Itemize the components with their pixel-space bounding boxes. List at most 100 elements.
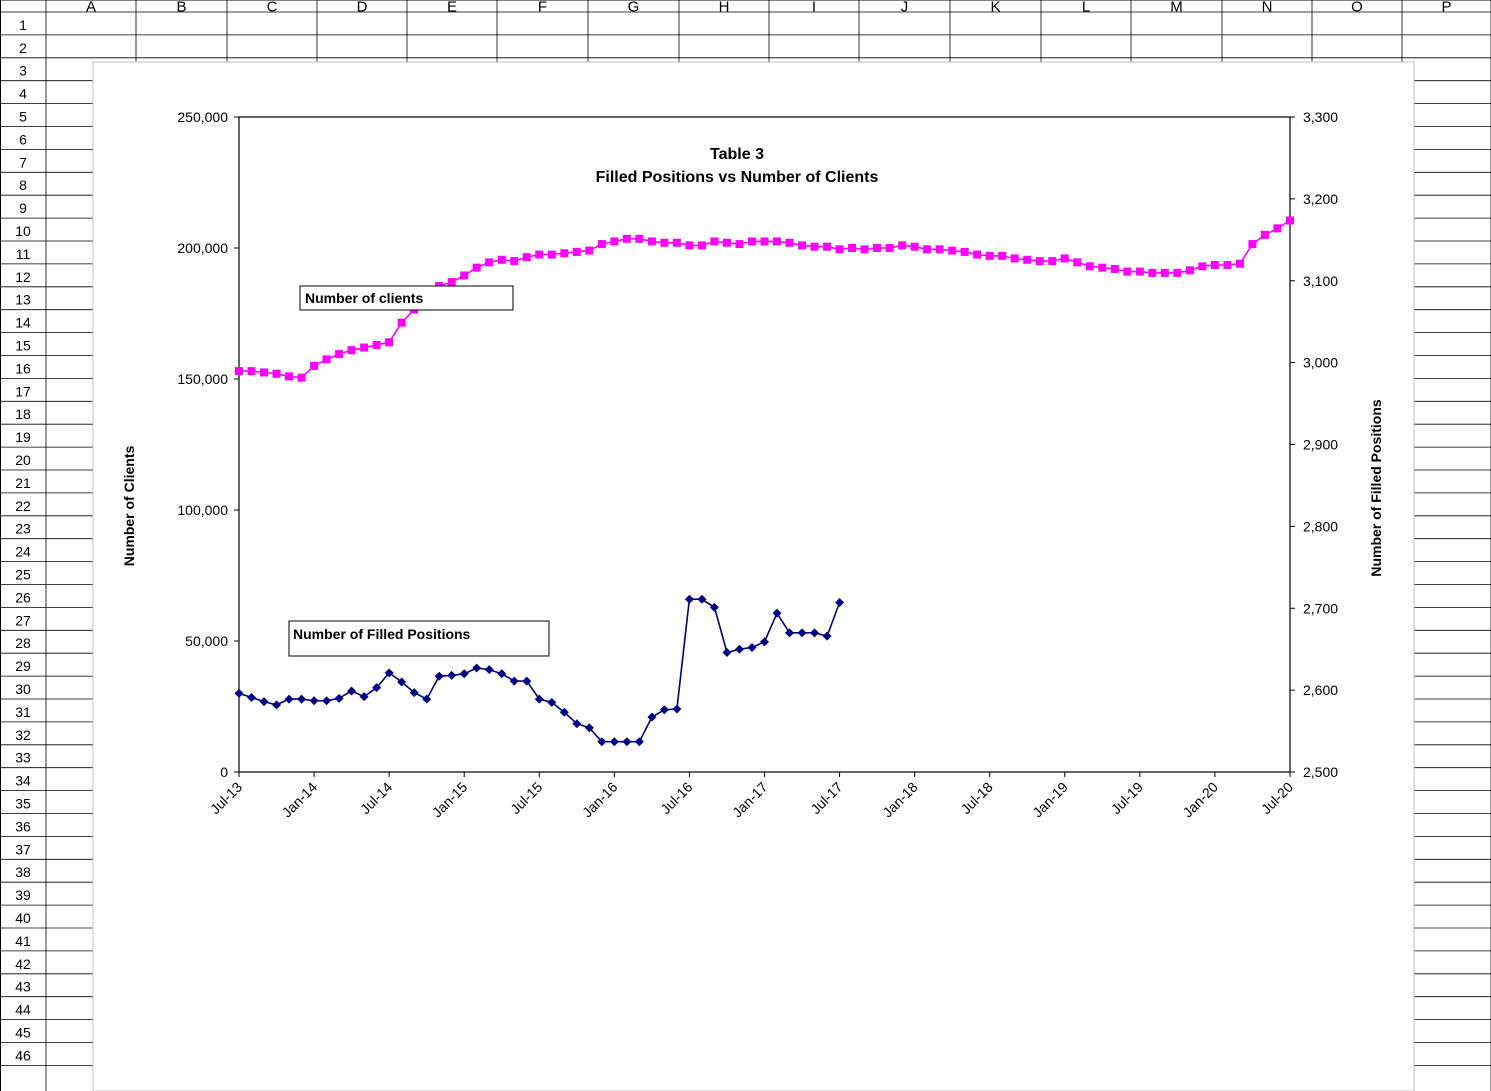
column-header[interactable]: I [812, 0, 816, 16]
clients-point [1073, 258, 1082, 267]
column-header[interactable]: B [176, 0, 186, 16]
positions-label-box[interactable]: Number of Filled Positions [288, 620, 550, 657]
row-header[interactable]: 38 [15, 864, 31, 880]
row-header[interactable]: 13 [15, 292, 31, 308]
clients-point [935, 245, 944, 254]
filled-positions-point [334, 693, 344, 703]
clients-point [960, 247, 969, 256]
column-header[interactable]: M [1170, 0, 1183, 16]
clients-point [998, 251, 1007, 260]
column-header[interactable]: A [86, 0, 96, 16]
row-header[interactable]: 4 [19, 86, 27, 102]
row-header[interactable]: 10 [15, 223, 31, 239]
clients-label-box[interactable]: Number of clients [299, 285, 514, 311]
column-header[interactable]: N [1262, 0, 1273, 16]
plot-area[interactable] [238, 116, 1291, 773]
filled-positions-point [709, 602, 719, 612]
row-header[interactable]: 34 [15, 773, 31, 789]
column-header[interactable]: L [1082, 0, 1090, 16]
row-header[interactable]: 25 [15, 567, 31, 583]
clients-point [385, 338, 394, 347]
filled-positions-point [810, 628, 820, 638]
row-header[interactable]: 43 [15, 979, 31, 995]
clients-point [460, 271, 469, 280]
row-header[interactable]: 44 [15, 1002, 31, 1018]
right-tick-label: 3,100 [1303, 273, 1338, 289]
row-header[interactable]: 26 [15, 589, 31, 605]
row-header[interactable]: 2 [19, 40, 27, 56]
row-header[interactable]: 27 [15, 612, 31, 628]
clients-point [722, 238, 731, 247]
row-header[interactable]: 12 [15, 269, 31, 285]
filled-positions-point [422, 694, 432, 704]
column-header[interactable]: J [901, 0, 909, 16]
row-header[interactable]: 15 [15, 338, 31, 354]
row-header[interactable]: 33 [15, 750, 31, 766]
row-header[interactable]: 19 [15, 429, 31, 445]
clients-point [272, 369, 281, 378]
clients-point [1060, 254, 1069, 263]
filled-positions-point [534, 694, 544, 704]
row-header[interactable]: 17 [15, 383, 31, 399]
row-header[interactable]: 6 [19, 131, 27, 147]
column-header[interactable]: F [538, 0, 547, 16]
filled-positions-point [747, 643, 757, 653]
row-header[interactable]: 24 [15, 544, 31, 560]
row-header[interactable]: 23 [15, 521, 31, 537]
filled-positions-point [634, 737, 644, 747]
row-header[interactable]: 35 [15, 796, 31, 812]
row-header[interactable]: 36 [15, 818, 31, 834]
row-header[interactable]: 16 [15, 360, 31, 376]
filled-positions-point [284, 694, 294, 704]
column-header[interactable]: D [357, 0, 368, 16]
row-header[interactable]: 21 [15, 475, 31, 491]
filled-positions-point [622, 737, 632, 747]
left-tick-label: 50,000 [185, 633, 228, 649]
row-header[interactable]: 32 [15, 727, 31, 743]
row-header[interactable]: 20 [15, 452, 31, 468]
row-header[interactable]: 28 [15, 635, 31, 651]
row-header[interactable]: 40 [15, 910, 31, 926]
clients-point [1235, 259, 1244, 268]
row-header[interactable]: 1 [19, 17, 27, 33]
row-header[interactable]: 22 [15, 498, 31, 514]
row-header[interactable]: 42 [15, 956, 31, 972]
row-header[interactable]: 46 [15, 1047, 31, 1063]
column-header[interactable]: K [990, 0, 1000, 16]
column-header[interactable]: C [267, 0, 278, 16]
column-header[interactable]: G [628, 0, 640, 16]
filled-positions-point [547, 697, 557, 707]
clients-point [835, 245, 844, 254]
column-header[interactable]: O [1351, 0, 1363, 16]
chart-title-line2: Filled Positions vs Number of Clients [596, 169, 879, 186]
row-header[interactable]: 30 [15, 681, 31, 697]
column-header[interactable]: H [719, 0, 730, 16]
row-header[interactable]: 41 [15, 933, 31, 949]
row-header[interactable]: 11 [16, 246, 31, 262]
row-header[interactable]: 37 [15, 841, 31, 857]
row-header[interactable]: 31 [15, 704, 31, 720]
clients-point [585, 246, 594, 255]
row-header[interactable]: 3 [19, 63, 27, 79]
row-header[interactable]: 8 [19, 177, 27, 193]
filled-positions-point [609, 737, 619, 747]
clients-point [1098, 263, 1107, 272]
row-header[interactable]: 39 [15, 887, 31, 903]
row-header[interactable]: 14 [15, 315, 31, 331]
chart-title-line1: Table 3 [710, 146, 764, 163]
left-axis-title: Number of Clients [121, 446, 137, 567]
row-header[interactable]: 18 [15, 406, 31, 422]
clients-point [247, 367, 256, 376]
clients-point [1260, 230, 1269, 239]
chart-object[interactable]: Table 3 Filled Positions vs Number of Cl… [92, 61, 1415, 1091]
row-header[interactable]: 5 [19, 109, 27, 125]
clients-point [948, 246, 957, 255]
row-header[interactable]: 29 [15, 658, 31, 674]
clients-point [923, 245, 932, 254]
column-header[interactable]: E [447, 0, 457, 16]
row-header[interactable]: 7 [19, 154, 27, 170]
column-header[interactable]: P [1441, 0, 1451, 16]
row-header[interactable]: 9 [19, 200, 27, 216]
row-header[interactable]: 45 [15, 1025, 31, 1041]
right-tick-label: 2,500 [1303, 764, 1338, 780]
